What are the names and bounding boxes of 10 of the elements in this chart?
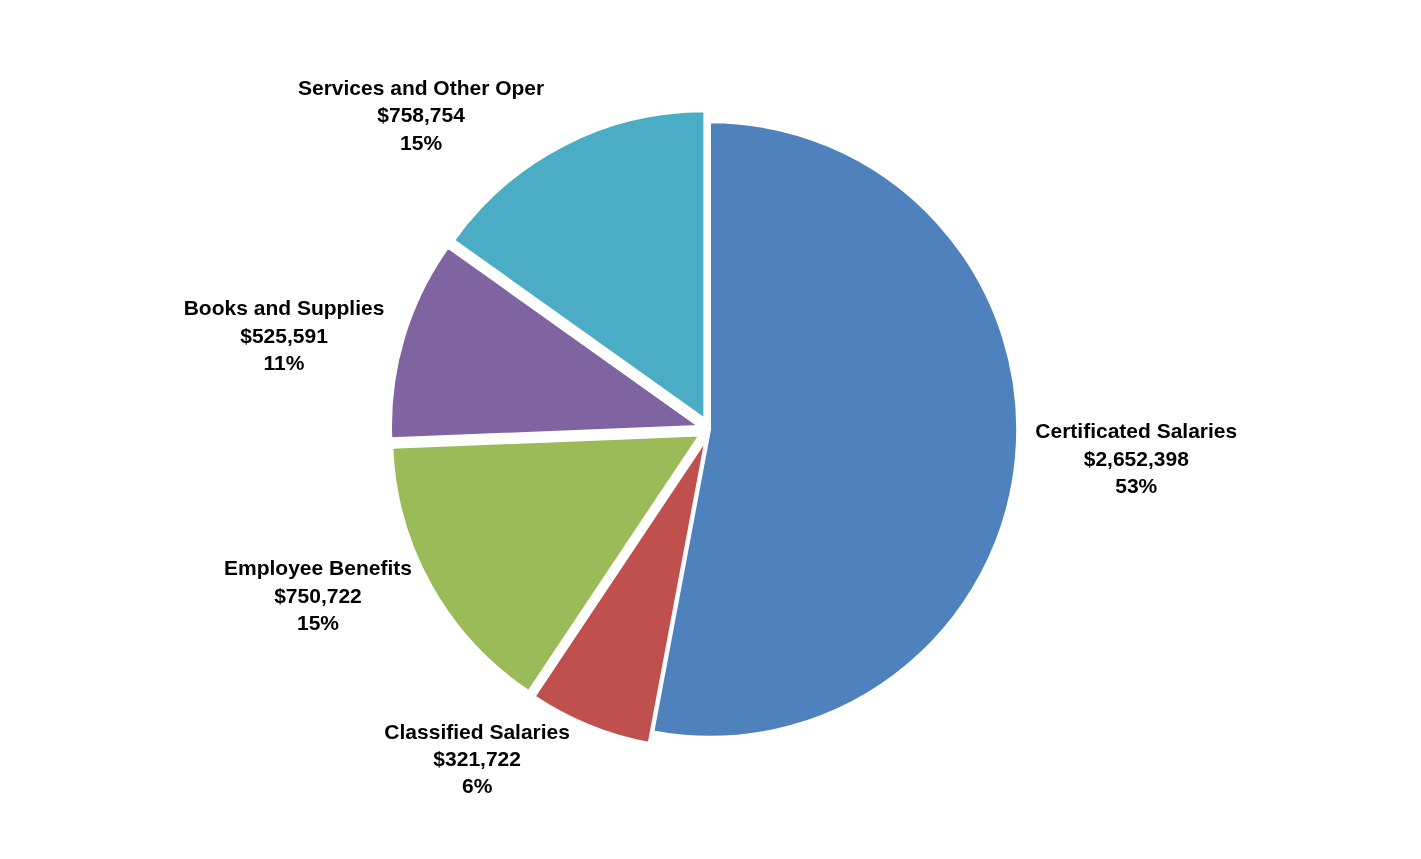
data-label: $758,754 15% — [377, 103, 466, 154]
data-label: $525,591 11% — [240, 323, 329, 374]
slice-label: Services and Other Oper — [297, 76, 545, 100]
data-label: $2,652,398 53% — [1083, 446, 1190, 498]
data-label: $750,722 15% — [274, 583, 362, 634]
slice-label: Certificated Salaries — [1035, 419, 1238, 443]
slice-label: Employee Benefits — [224, 556, 412, 580]
data-label: $321,722 6% — [433, 747, 521, 798]
slice-label: Classified Salaries — [384, 719, 570, 743]
slice-label: Books and Supplies — [183, 296, 385, 320]
